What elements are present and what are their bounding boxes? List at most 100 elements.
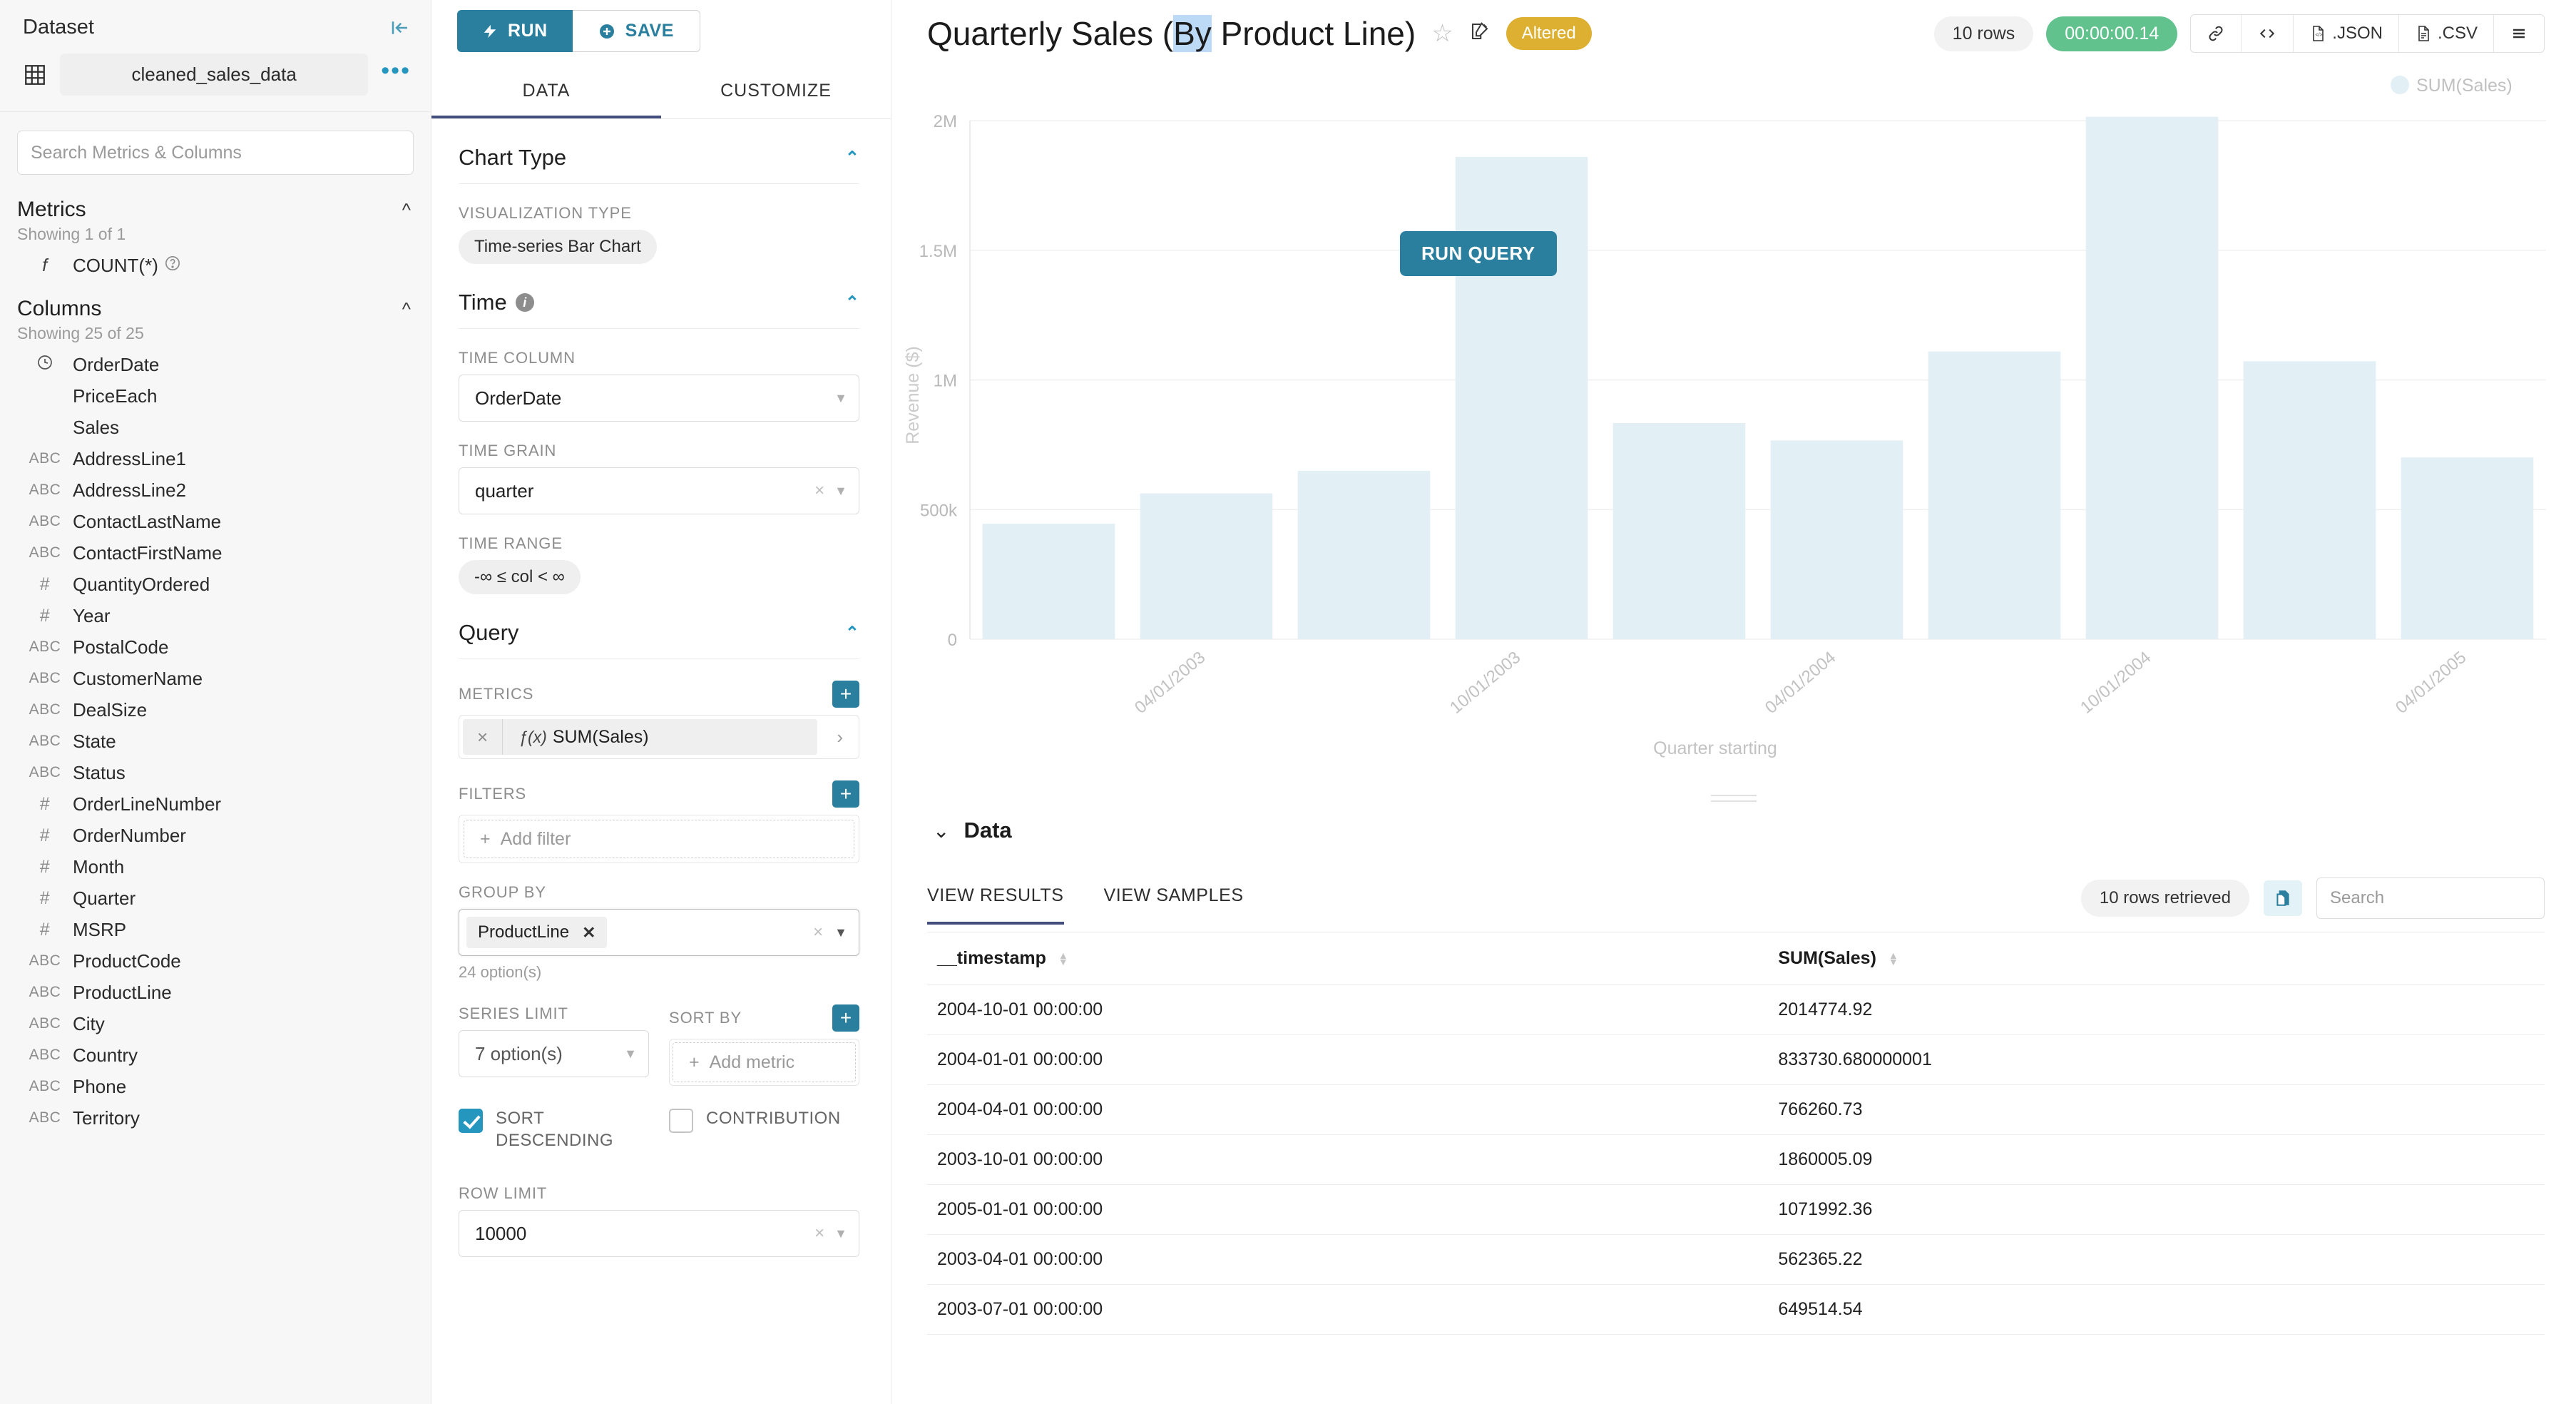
column-item[interactable]: ABC ContactFirstName — [0, 537, 431, 569]
table-row[interactable]: 2004-04-01 00:00:00 766260.73 — [927, 1084, 2545, 1135]
clear-icon-time-grain[interactable]: × — [814, 481, 825, 500]
csv-file-icon[interactable]: .CSV — [2399, 15, 2494, 52]
info-icon[interactable]: i — [515, 293, 534, 312]
bar[interactable] — [2085, 116, 2219, 639]
table-row[interactable]: 2003-07-01 00:00:00 649514.54 — [927, 1284, 2545, 1335]
column-item[interactable]: # Year — [0, 600, 431, 631]
bar[interactable] — [982, 524, 1115, 639]
tab-view-samples[interactable]: VIEW SAMPLES — [1103, 885, 1244, 905]
column-item[interactable]: ABC State — [0, 726, 431, 757]
filters-dropzone[interactable]: + Add filter — [459, 815, 859, 863]
chevron-up-icon-query[interactable]: ⌃ — [844, 623, 859, 643]
remove-metric-icon[interactable]: × — [477, 726, 489, 748]
bar[interactable] — [1455, 156, 1588, 639]
bar[interactable] — [2243, 361, 2376, 639]
table-row[interactable]: 2003-04-01 00:00:00 562365.22 — [927, 1234, 2545, 1285]
page-title[interactable]: Quarterly Sales (By Product Line) — [927, 14, 1416, 53]
bar[interactable] — [1140, 493, 1273, 639]
chart-legend[interactable]: SUM(Sales) — [2391, 76, 2513, 96]
tab-data[interactable]: DATA — [431, 71, 661, 118]
chevron-up-icon-columns[interactable]: ^ — [402, 297, 411, 320]
expand-metric-icon[interactable]: › — [837, 726, 843, 748]
remove-group-by-icon[interactable]: ✕ — [582, 922, 596, 942]
bar[interactable] — [2401, 457, 2534, 639]
run-button[interactable]: RUN — [457, 10, 573, 52]
column-item[interactable]: ABC AddressLine2 — [0, 474, 431, 506]
time-grain-select[interactable]: quarter × ▼ — [459, 467, 859, 514]
time-series-bar-chart[interactable]: 0 500k 1M 1.5M 2M 04/01/2003 10/01/2003 04/01/2… — [891, 60, 2576, 780]
column-item[interactable]: PriceEach — [0, 380, 431, 412]
chevron-down-icon-data[interactable]: ⌄ — [933, 819, 950, 842]
bar[interactable] — [1770, 440, 1903, 639]
column-item[interactable]: # QuantityOrdered — [0, 569, 431, 600]
metric-item-count[interactable]: f COUNT(*) — [0, 250, 431, 281]
column-header-timestamp[interactable]: __timestamp ▲ ▼ — [927, 932, 1769, 985]
contribution-control[interactable]: CONTRIBUTION — [669, 1107, 859, 1151]
copy-icon[interactable] — [2264, 880, 2302, 916]
clear-group-by-icon[interactable]: × — [813, 922, 824, 942]
column-item[interactable]: ABC PostalCode — [0, 631, 431, 663]
column-item[interactable]: # MSRP — [0, 914, 431, 945]
run-query-overlay-button[interactable]: RUN QUERY — [1400, 231, 1557, 276]
chevron-up-icon-metrics[interactable]: ^ — [402, 198, 411, 220]
column-item[interactable]: # Quarter — [0, 882, 431, 914]
column-item[interactable]: ABC Territory — [0, 1102, 431, 1134]
series-limit-select[interactable]: 7 option(s) ▼ — [459, 1030, 649, 1077]
tab-view-results[interactable]: VIEW RESULTS — [927, 885, 1064, 925]
sort-arrows-icon[interactable]: ▲ ▼ — [1888, 950, 1898, 968]
chevron-up-icon-time[interactable]: ⌃ — [844, 292, 859, 312]
more-horizontal-icon[interactable]: ••• — [381, 57, 411, 85]
sort-arrows-icon[interactable]: ▲ ▼ — [1058, 950, 1068, 968]
table-row[interactable]: 2004-10-01 00:00:00 2014774.92 — [927, 985, 2545, 1035]
dataset-name[interactable]: cleaned_sales_data — [60, 54, 369, 96]
table-row[interactable]: 2004-01-01 00:00:00 833730.680000001 — [927, 1034, 2545, 1085]
column-item[interactable]: ABC Status — [0, 757, 431, 788]
table-row[interactable]: 2005-01-01 00:00:00 1071992.36 — [927, 1184, 2545, 1235]
column-item[interactable]: ABC AddressLine1 — [0, 443, 431, 474]
tab-customize[interactable]: CUSTOMIZE — [720, 81, 832, 101]
column-item[interactable]: ABC Phone — [0, 1071, 431, 1102]
metric-chip[interactable]: × ƒ(x) SUM(Sales) › — [459, 715, 859, 759]
star-icon[interactable]: ☆ — [1431, 20, 1453, 47]
column-item[interactable]: OrderDate — [0, 349, 431, 380]
bar[interactable] — [1928, 351, 2061, 639]
visualization-type-value[interactable]: Time-series Bar Chart — [459, 230, 657, 264]
group-by-tag[interactable]: ProductLine ✕ — [466, 917, 608, 948]
table-row[interactable]: 2003-10-01 00:00:00 1860005.09 — [927, 1134, 2545, 1185]
column-item[interactable]: ABC ContactLastName — [0, 506, 431, 537]
group-by-select[interactable]: ProductLine ✕ × ▼ — [459, 909, 859, 956]
results-search-input[interactable] — [2316, 878, 2545, 919]
column-item[interactable]: # OrderNumber — [0, 820, 431, 851]
add-sort-metric-button[interactable]: + — [832, 1004, 859, 1032]
json-file-icon[interactable]: </> .JSON — [2294, 15, 2399, 52]
help-icon[interactable] — [165, 255, 180, 276]
row-limit-select[interactable]: 10000 × ▼ — [459, 1210, 859, 1258]
hamburger-menu-icon[interactable] — [2494, 15, 2544, 52]
add-filter-placeholder[interactable]: + Add filter — [464, 820, 854, 858]
link-icon[interactable] — [2191, 15, 2242, 52]
column-item[interactable]: ABC DealSize — [0, 694, 431, 726]
column-item[interactable]: Sales — [0, 412, 431, 443]
column-header-sum-sales[interactable]: SUM(Sales) ▲ ▼ — [1768, 932, 2545, 985]
column-item[interactable]: ABC Country — [0, 1039, 431, 1071]
search-input[interactable] — [17, 131, 414, 175]
time-column-select[interactable]: OrderDate ▼ — [459, 375, 859, 422]
edit-properties-icon[interactable] — [1469, 21, 1491, 47]
bar[interactable] — [1297, 470, 1431, 639]
column-item[interactable]: ABC CustomerName — [0, 663, 431, 694]
time-range-value[interactable]: -∞ ≤ col < ∞ — [459, 560, 581, 594]
panel-resize-handle[interactable] — [1711, 795, 1757, 802]
column-item[interactable]: # OrderLineNumber — [0, 788, 431, 820]
column-item[interactable]: # Month — [0, 851, 431, 882]
column-item[interactable]: ABC ProductCode — [0, 945, 431, 977]
sort-by-dropzone[interactable]: + Add metric — [669, 1039, 859, 1086]
chevron-up-icon-chart-type[interactable]: ⌃ — [844, 148, 859, 168]
add-sort-metric-placeholder[interactable]: + Add metric — [673, 1042, 856, 1082]
contribution-checkbox[interactable] — [669, 1109, 693, 1133]
sort-descending-control[interactable]: SORT DESCENDING — [459, 1107, 649, 1151]
column-item[interactable]: ABC ProductLine — [0, 977, 431, 1008]
code-icon[interactable] — [2242, 15, 2294, 52]
save-button[interactable]: SAVE — [572, 10, 700, 52]
sort-descending-checkbox[interactable] — [459, 1109, 483, 1133]
collapse-left-icon[interactable] — [389, 17, 411, 39]
